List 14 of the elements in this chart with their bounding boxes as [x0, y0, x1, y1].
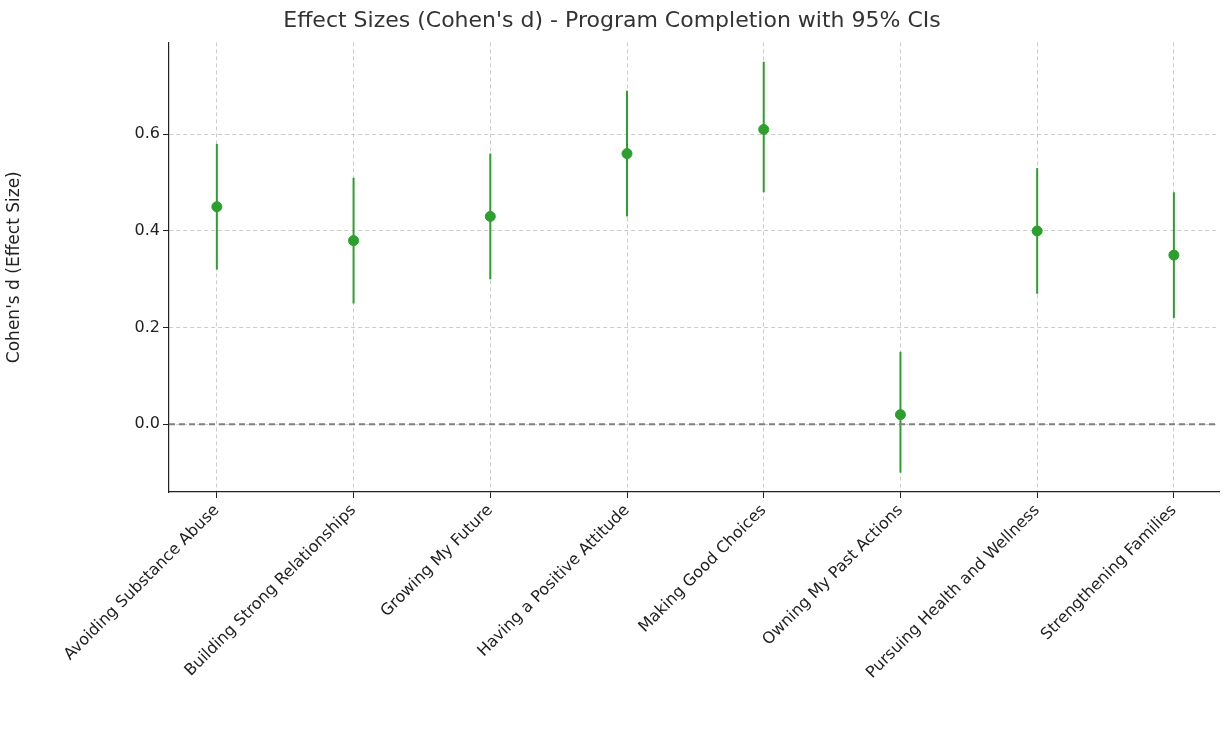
- y-tick-label: 0.2: [134, 316, 160, 336]
- point: [894, 409, 906, 421]
- point: [621, 148, 633, 160]
- point: [1168, 249, 1180, 261]
- y-tick-label: 0.6: [134, 123, 160, 143]
- y-tick-label: 0.0: [134, 413, 160, 433]
- chart-title: Effect Sizes (Cohen's d) - Program Completion with 95% CIs: [283, 6, 941, 32]
- point: [758, 123, 770, 135]
- point: [1031, 225, 1043, 237]
- y-axis-title: Cohen's d (Effect Size): [2, 171, 23, 364]
- y-tick-label: 0.4: [134, 220, 160, 240]
- point: [211, 201, 223, 213]
- point: [348, 235, 360, 247]
- point: [484, 210, 496, 222]
